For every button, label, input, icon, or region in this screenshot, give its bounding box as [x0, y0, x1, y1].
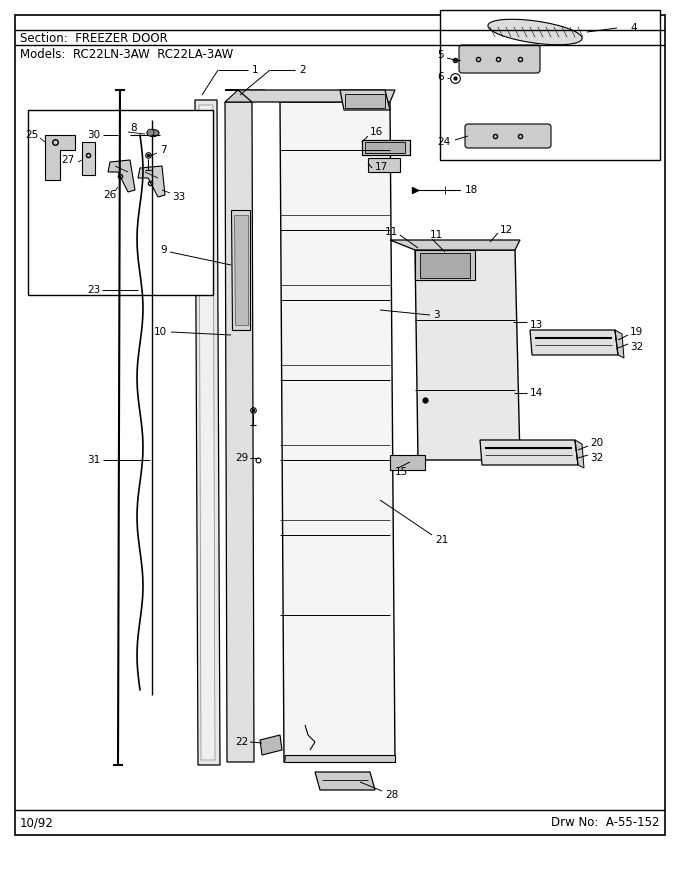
Polygon shape — [362, 140, 410, 155]
Text: 11: 11 — [385, 227, 398, 237]
Text: 3: 3 — [433, 310, 440, 320]
Polygon shape — [340, 90, 390, 110]
Text: 33: 33 — [172, 192, 185, 202]
Text: 18: 18 — [465, 185, 478, 195]
Polygon shape — [138, 166, 165, 197]
Text: 19: 19 — [630, 327, 643, 337]
Polygon shape — [195, 100, 220, 765]
Bar — [28, 110, 213, 295]
Polygon shape — [315, 772, 375, 790]
Polygon shape — [231, 210, 250, 330]
Text: 14: 14 — [530, 388, 543, 398]
Text: 8: 8 — [130, 123, 137, 133]
Text: 21: 21 — [435, 535, 448, 545]
Polygon shape — [280, 102, 395, 762]
Text: 31: 31 — [87, 455, 100, 465]
Text: 29: 29 — [235, 453, 248, 463]
Text: 25: 25 — [24, 130, 38, 140]
Polygon shape — [234, 215, 248, 325]
Polygon shape — [284, 755, 395, 762]
Text: 32: 32 — [630, 342, 643, 352]
Text: 32: 32 — [590, 453, 603, 463]
Polygon shape — [415, 250, 475, 280]
Text: 5: 5 — [437, 50, 444, 60]
Text: 1: 1 — [252, 65, 258, 75]
Text: 4: 4 — [630, 23, 636, 33]
Text: 24: 24 — [438, 137, 451, 147]
Text: 6: 6 — [437, 72, 444, 82]
Polygon shape — [390, 240, 520, 250]
Polygon shape — [368, 158, 400, 172]
Text: Section:  FREEZER DOOR: Section: FREEZER DOOR — [20, 31, 168, 44]
Polygon shape — [82, 142, 95, 175]
Text: 11: 11 — [430, 230, 443, 240]
Polygon shape — [480, 440, 578, 465]
Text: Models:  RC22LN-3AW  RC22LA-3AW: Models: RC22LN-3AW RC22LA-3AW — [20, 47, 233, 61]
Text: 23: 23 — [87, 285, 100, 295]
Polygon shape — [615, 330, 624, 358]
Text: 26: 26 — [103, 190, 117, 200]
Text: 15: 15 — [395, 467, 408, 477]
Ellipse shape — [147, 130, 159, 136]
Polygon shape — [45, 135, 75, 180]
Polygon shape — [415, 250, 520, 460]
Polygon shape — [199, 105, 215, 760]
Text: 27: 27 — [61, 155, 74, 165]
Polygon shape — [530, 330, 618, 355]
Polygon shape — [225, 102, 254, 762]
Bar — [440, 10, 660, 160]
Text: 16: 16 — [370, 127, 384, 137]
Text: 17: 17 — [375, 162, 388, 172]
Text: 13: 13 — [530, 320, 543, 330]
Bar — [345, 94, 385, 108]
Polygon shape — [260, 735, 282, 755]
FancyBboxPatch shape — [465, 124, 551, 148]
Polygon shape — [575, 440, 584, 468]
Text: 28: 28 — [385, 790, 398, 800]
Text: Drw No:  A-55-152: Drw No: A-55-152 — [551, 816, 660, 829]
Polygon shape — [390, 455, 425, 470]
Text: 10: 10 — [154, 327, 167, 337]
FancyBboxPatch shape — [459, 45, 540, 73]
Text: 30: 30 — [87, 130, 100, 140]
Text: 2: 2 — [299, 65, 305, 75]
Text: 12: 12 — [500, 225, 513, 235]
Polygon shape — [108, 160, 135, 192]
Text: 7: 7 — [160, 145, 167, 155]
Bar — [420, 253, 470, 278]
Polygon shape — [225, 90, 265, 102]
Text: 9: 9 — [160, 245, 167, 255]
Ellipse shape — [488, 20, 582, 44]
Text: 22: 22 — [235, 737, 248, 747]
Text: 10/92: 10/92 — [20, 816, 54, 829]
Polygon shape — [225, 90, 395, 102]
Bar — [365, 142, 405, 153]
Text: 20: 20 — [590, 438, 603, 448]
